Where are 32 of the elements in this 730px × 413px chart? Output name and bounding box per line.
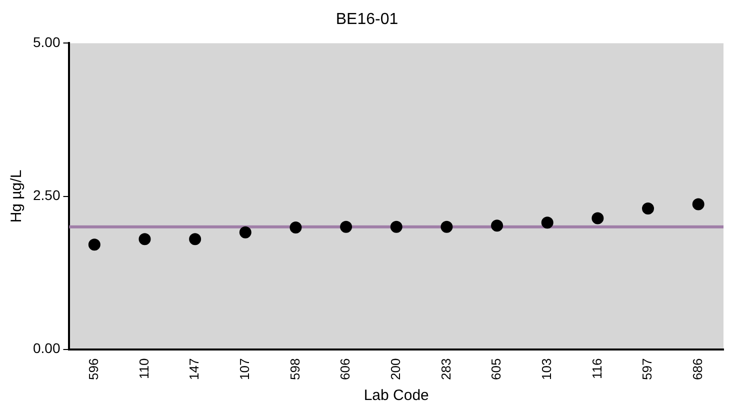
point [390,220,402,233]
x-tick-label: 605 [488,358,504,380]
x-tick-label: 598 [287,358,302,380]
y-tick-label: 5.00 [33,34,60,50]
point [541,216,554,229]
x-tick-label: 597 [640,358,655,380]
point [88,238,100,251]
point [692,198,704,210]
x-tick-label: 116 [589,358,604,380]
point [491,220,504,232]
x-tick-label: 147 [186,358,202,380]
chart-title: BE16-01 [336,11,398,28]
x-tick-label: 110 [136,358,152,380]
point [239,226,252,238]
point [440,220,453,233]
point [189,233,202,246]
x-tick-label: 606 [338,358,353,380]
point [340,220,352,233]
y-tick-label: 2.50 [33,187,60,204]
point [592,212,604,224]
x-tick-label: 283 [438,358,454,380]
x-tick-label: 686 [690,358,705,380]
x-tick-label: 107 [236,358,252,380]
x-tick-label: 596 [86,358,101,380]
x-tick-label: 103 [538,358,554,380]
x-tick-label: 200 [388,358,403,380]
point [290,221,302,234]
point [642,202,654,214]
y-tick-label: 0.00 [33,340,60,356]
point [138,233,151,246]
y-axis-title: Hg µg/L [8,170,26,223]
x-axis-title: Lab Code [364,387,429,404]
